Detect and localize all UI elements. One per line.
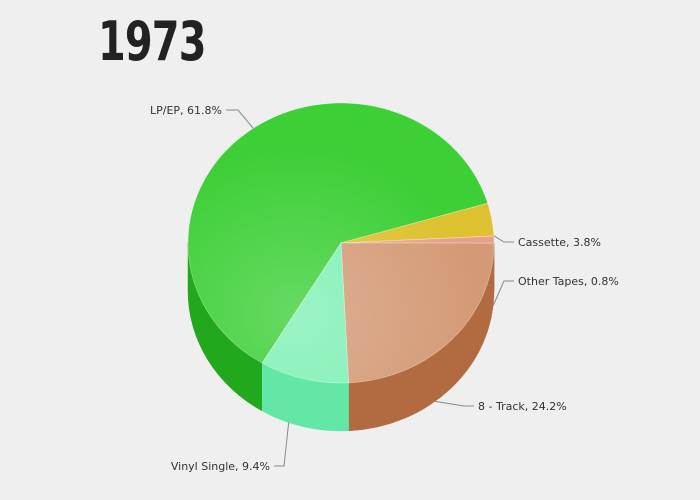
slice-label-8-track: 8 - Track, 24.2%	[478, 400, 567, 413]
leader-line-cassette	[493, 235, 514, 243]
pie-labels: LP/EP, 61.8% Cassette, 3.8% Other Tapes, 0…	[150, 104, 619, 473]
slice-label-other-tapes: Other Tapes, 0.8%	[518, 275, 619, 288]
leader-line-other-tapes	[492, 280, 514, 306]
slice-label-vinyl-single: Vinyl Single, 9.4%	[171, 460, 270, 473]
leader-line-8-track	[435, 400, 474, 407]
chart-title: 1973	[98, 10, 206, 73]
pie-tops	[187, 102, 495, 384]
leader-line-vinyl-single	[274, 422, 290, 467]
slice-label-cassette: Cassette, 3.8%	[518, 236, 601, 249]
pie-gloss	[188, 103, 494, 383]
leader-line-lp-ep	[226, 109, 254, 129]
slice-label-lp-ep: LP/EP, 61.8%	[150, 104, 222, 117]
